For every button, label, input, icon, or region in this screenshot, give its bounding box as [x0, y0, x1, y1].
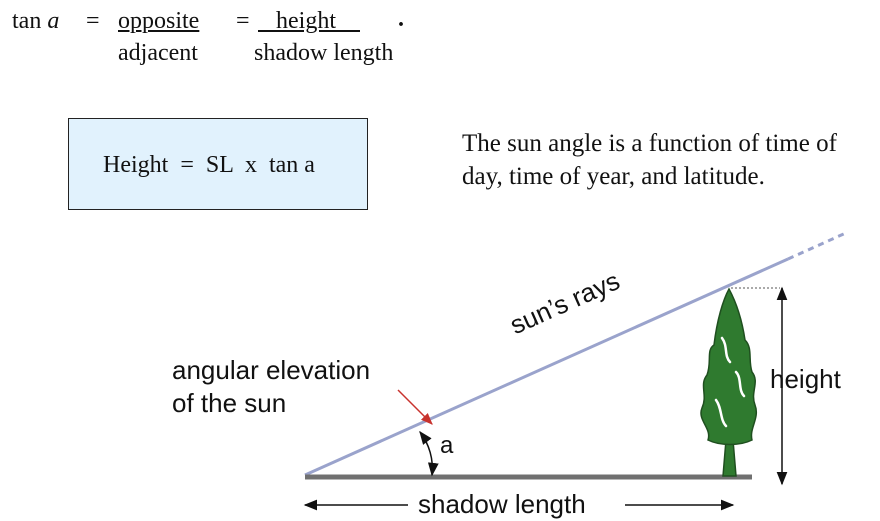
sun-ray-line — [304, 257, 789, 477]
formula-tan: tan a — [12, 8, 60, 34]
height-formula-box — [68, 118, 368, 210]
angle-arc — [419, 430, 439, 477]
formula-period: . — [398, 6, 404, 32]
formula-denominator-shadow-length: shadow length — [254, 40, 394, 66]
formula-equals-2: = — [236, 8, 250, 34]
elevation-label-line-2: of the sun — [172, 388, 287, 418]
elevation-label-line-1: angular elevation — [172, 355, 371, 385]
tree-icon — [700, 287, 757, 477]
formula-equals-1: = — [86, 8, 100, 34]
formula-numerator-opposite: opposite — [118, 8, 200, 34]
sun-ray-dashed-extension — [787, 230, 849, 261]
elevation-pointer-arrow — [397, 389, 433, 425]
formula-denominator-adjacent: adjacent — [118, 40, 198, 66]
angle-a-label: a — [440, 432, 454, 459]
note-line-1: The sun angle is a function of time of — [462, 130, 837, 157]
shadow-length-label: shadow length — [418, 489, 586, 519]
formula-numerator-height: height — [276, 8, 336, 34]
height-formula-text: Height = SL x tan a — [103, 152, 315, 178]
note-line-2: day, time of year, and latitude. — [462, 163, 765, 190]
height-label: height — [770, 364, 841, 394]
